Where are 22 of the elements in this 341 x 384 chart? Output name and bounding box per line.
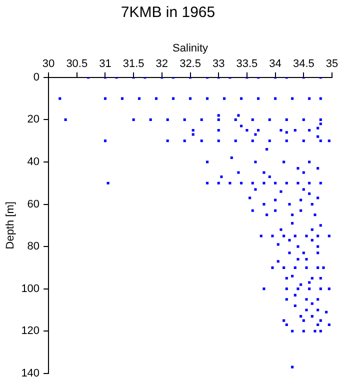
x-tick-label: 35 <box>326 58 338 70</box>
chart-title: 7KMB in 1965 <box>120 4 216 22</box>
y-tick-label: 80 <box>27 240 40 253</box>
x-tick-label: 34.5 <box>292 58 314 70</box>
x-tick-label: 31 <box>99 58 112 70</box>
y-tick-label: 20 <box>27 114 40 126</box>
y-tick-label: 60 <box>27 198 40 210</box>
x-tick-label: 33.5 <box>236 58 258 70</box>
x-tick-label: 31.5 <box>122 58 144 70</box>
x-tick-label: 32.5 <box>180 58 201 70</box>
y-tick-label: 100 <box>21 282 40 295</box>
y-tick-label: 140 <box>21 367 40 380</box>
x-axis-title: Salinity <box>172 42 208 55</box>
x-tick-label: 33 <box>212 58 225 70</box>
x-tick-label: 30.5 <box>66 58 88 70</box>
x-tick-label: 32 <box>156 58 168 70</box>
y-tick-label: 40 <box>27 156 40 168</box>
y-tick-label: 120 <box>21 325 40 338</box>
y-tick-label: 0 <box>33 71 40 84</box>
y-axis-title: Depth [m] <box>4 202 17 250</box>
x-tick-label: 30 <box>42 58 55 70</box>
x-tick-label: 34 <box>269 58 282 70</box>
